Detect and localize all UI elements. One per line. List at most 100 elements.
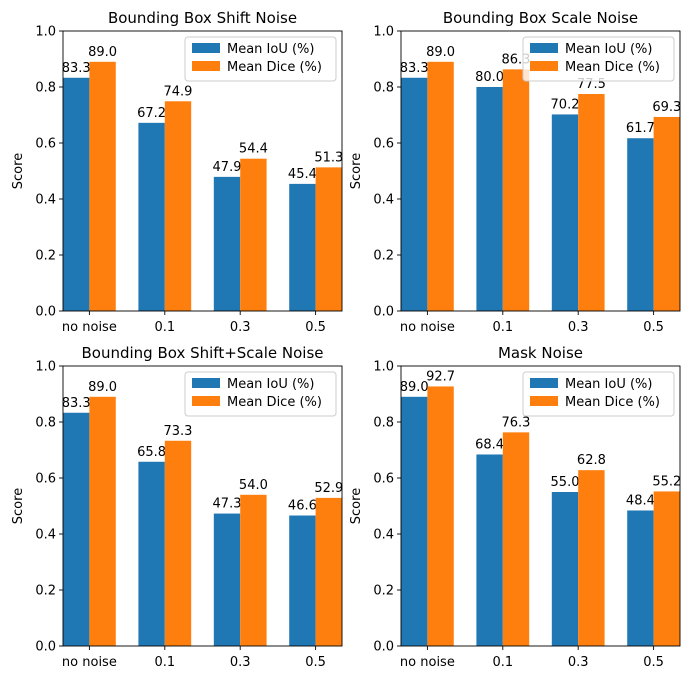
y-tick-label: 0.0: [373, 640, 394, 655]
bar-dice-no-noise: [89, 61, 116, 311]
legend-box: [184, 371, 337, 417]
label-iou-no-noise: 83.3: [62, 61, 91, 76]
chart-title: Bounding Box Shift+Scale Noise: [81, 344, 323, 362]
legend-box: [522, 371, 675, 417]
y-tick-label: 0.8: [35, 81, 56, 96]
bar-iou-0-3: [213, 176, 241, 311]
chart-title: Bounding Box Scale Noise: [443, 9, 638, 27]
label-iou-0-5: 48.4: [626, 493, 655, 508]
label-dice-0-3: 54.4: [239, 142, 268, 157]
label-iou-0-3: 47.3: [213, 497, 242, 512]
bar-dice-0-1: [502, 69, 530, 311]
bar-dice-0-5: [315, 497, 342, 646]
legend-swatch-dice: [530, 61, 558, 71]
bar-dice-0-1: [164, 440, 192, 646]
legend-label-dice: Mean Dice (%): [227, 395, 322, 410]
y-tick-label: 1.0: [35, 25, 56, 40]
legend-swatch-dice: [530, 396, 558, 406]
y-tick-label: 0.6: [373, 137, 394, 152]
bar-dice-no-noise: [427, 61, 454, 311]
x-tick-label-no-noise: no noise: [400, 655, 455, 670]
bar-dice-no-noise: [89, 396, 116, 646]
y-axis-label: Score: [349, 488, 364, 524]
x-tick-label-0-3: 0.3: [230, 655, 251, 670]
bar-dice-0-3: [578, 94, 605, 311]
chart-scale-noise: 83.380.070.261.789.086.377.569.30.00.20.…: [349, 9, 681, 335]
bar-iou-no-noise: [63, 412, 90, 646]
bar-iou-0-5: [289, 183, 316, 311]
label-iou-no-noise: 89.0: [400, 380, 429, 395]
label-iou-0-5: 61.7: [626, 121, 655, 136]
x-tick-label-0-1: 0.1: [492, 655, 513, 670]
label-iou-0-3: 47.9: [213, 160, 242, 175]
label-dice-0-5: 52.9: [314, 481, 343, 496]
y-tick-label: 0.0: [35, 640, 56, 655]
y-axis-label: Score: [11, 488, 26, 524]
x-tick-label-0-5: 0.5: [643, 655, 664, 670]
x-tick-label-no-noise: no noise: [62, 320, 117, 335]
chart-title: Mask Noise: [498, 344, 583, 362]
label-iou-no-noise: 83.3: [400, 61, 429, 76]
y-tick-label: 0.2: [373, 584, 394, 599]
x-tick-label-0-5: 0.5: [643, 320, 664, 335]
label-dice-0-5: 69.3: [652, 100, 681, 115]
bar-dice-0-3: [240, 494, 267, 646]
bar-dice-0-1: [164, 101, 192, 311]
y-tick-label: 0.2: [35, 584, 56, 599]
bar-iou-0-3: [551, 114, 579, 311]
x-tick-label-0-3: 0.3: [568, 655, 589, 670]
x-tick-label-0-1: 0.1: [154, 320, 175, 335]
legend: Mean IoU (%) Mean Dice (%): [522, 36, 675, 82]
label-iou-0-1: 80.0: [475, 70, 504, 85]
chart-title: Bounding Box Shift Noise: [108, 9, 297, 27]
label-dice-no-noise: 89.0: [426, 45, 455, 60]
bar-dice-0-5: [653, 116, 680, 312]
legend-swatch-dice: [192, 61, 220, 71]
label-dice-0-5: 51.3: [314, 150, 343, 165]
bar-iou-0-3: [213, 513, 241, 646]
chart-shift-scale-noise: 83.3 65.8 47.3 46.6 89.0 73.3 54.0 52.9 0.0 0.2 0.…: [11, 344, 343, 670]
bar-iou-no-noise: [63, 77, 90, 311]
legend-label-iou: Mean IoU (%): [565, 377, 652, 392]
y-tick-label: 0.8: [373, 416, 394, 431]
label-dice-0-1: 74.9: [164, 84, 193, 99]
label-dice-0-3: 54.0: [239, 478, 268, 493]
y-tick-label: 1.0: [373, 25, 394, 40]
label-iou-no-noise: 83.3: [62, 396, 91, 411]
y-tick-label: 0.8: [373, 81, 394, 96]
bar-iou-no-noise: [401, 77, 428, 311]
label-iou-0-1: 68.4: [475, 437, 504, 452]
label-dice-no-noise: 92.7: [426, 369, 455, 384]
legend-label-dice: Mean Dice (%): [227, 60, 322, 75]
legend-label-dice: Mean Dice (%): [565, 395, 660, 410]
bar-iou-0-1: [476, 454, 503, 646]
x-tick-label-no-noise: no noise: [62, 655, 117, 670]
y-tick-label: 0.4: [35, 193, 56, 208]
y-tick-label: 0.6: [373, 472, 394, 487]
label-dice-no-noise: 89.0: [88, 45, 117, 60]
x-tick-label-0-5: 0.5: [305, 655, 326, 670]
x-tick-label-0-3: 0.3: [568, 320, 589, 335]
y-tick-label: 0.2: [35, 249, 56, 264]
bar-iou-no-noise: [401, 396, 428, 646]
bar-dice-no-noise: [427, 386, 454, 646]
legend-label-iou: Mean IoU (%): [565, 42, 652, 57]
x-tick-label-no-noise: no noise: [400, 320, 455, 335]
label-dice-0-1: 76.3: [502, 415, 531, 430]
label-dice-0-1: 73.3: [164, 424, 193, 439]
label-iou-0-3: 55.0: [551, 475, 580, 490]
axes-frame: [400, 365, 681, 647]
legend-swatch-iou: [530, 378, 558, 388]
label-iou-0-5: 46.6: [288, 499, 317, 514]
bar-iou-0-1: [138, 122, 165, 311]
bar-iou-0-1: [476, 87, 503, 311]
y-tick-label: 0.6: [35, 472, 56, 487]
bar-iou-0-5: [627, 138, 654, 311]
label-dice-0-3: 62.8: [577, 453, 606, 468]
y-tick-label: 0.6: [35, 137, 56, 152]
y-axis-label: Score: [349, 153, 364, 189]
bar-dice-0-3: [240, 158, 267, 311]
bar-iou-0-5: [289, 515, 316, 646]
label-dice-no-noise: 89.0: [88, 380, 117, 395]
x-tick-label-0-3: 0.3: [230, 320, 251, 335]
